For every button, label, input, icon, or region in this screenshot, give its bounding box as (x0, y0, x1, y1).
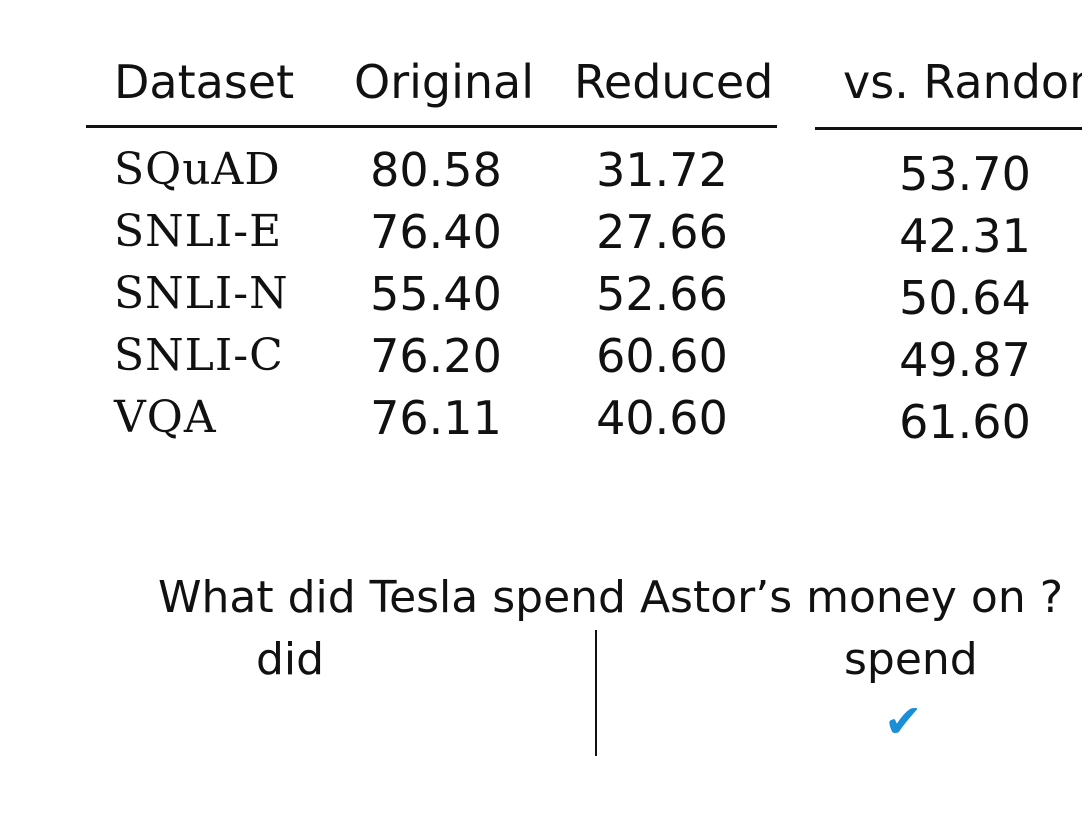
table-row-vs-random: 50.64 (899, 271, 1031, 325)
example-question: What did Tesla spend Astor’s money on ? (158, 572, 1064, 623)
table-row-reduced: 27.66 (596, 205, 728, 259)
header-vs-random: vs. Random (843, 55, 1082, 109)
header-rule-right (815, 127, 1082, 130)
header-reduced: Reduced (574, 55, 774, 109)
table-row-reduced: 52.66 (596, 267, 728, 321)
check-icon: ✔ (884, 694, 923, 748)
table-row-original: 76.40 (370, 205, 502, 259)
table-row-original: 55.40 (370, 267, 502, 321)
table-row-vs-random: 53.70 (899, 147, 1031, 201)
table-row-vs-random: 61.60 (899, 395, 1031, 449)
table-row-original: 76.20 (370, 329, 502, 383)
table-row-dataset: SNLI-E (114, 206, 283, 257)
table-row-reduced: 31.72 (596, 143, 728, 197)
table-row-vs-random: 42.31 (899, 209, 1031, 263)
right-token: spend (844, 634, 978, 685)
table-row-dataset: SQuAD (114, 144, 281, 195)
header-original: Original (354, 55, 535, 109)
table-row-dataset: VQA (114, 392, 217, 443)
table-row-vs-random: 49.87 (899, 333, 1031, 387)
table-row-dataset: SNLI-N (114, 268, 289, 319)
header-dataset: Dataset (114, 55, 295, 109)
left-token: did (256, 634, 325, 685)
header-rule-left (86, 125, 777, 128)
table-row-dataset: SNLI-C (114, 330, 284, 381)
table-row-original: 80.58 (370, 143, 502, 197)
table-row-reduced: 40.60 (596, 391, 728, 445)
table-row-original: 76.11 (370, 391, 502, 445)
token-divider (595, 630, 597, 756)
table-row-reduced: 60.60 (596, 329, 728, 383)
